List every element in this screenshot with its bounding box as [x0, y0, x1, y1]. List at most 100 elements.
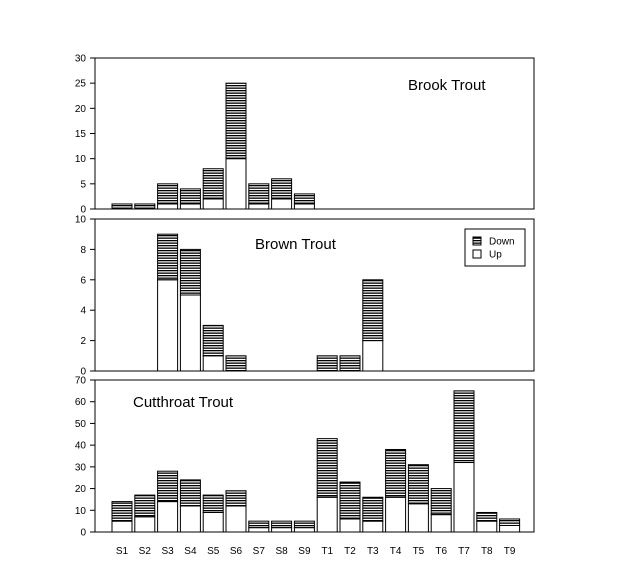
x-tick-label: T7: [458, 546, 470, 557]
bar-up-s6: [225, 158, 247, 210]
bar-up-t2: [339, 518, 361, 533]
y-tick-label: 10: [75, 506, 87, 517]
y-tick-label: 0: [80, 367, 86, 378]
bar-up-s4: [179, 203, 201, 210]
bar-down-t2: [339, 355, 361, 372]
legend-frame: [464, 228, 526, 267]
bar-down-s5: [202, 324, 224, 357]
bar-up-s2: [134, 516, 156, 533]
bar-down-t4: [385, 448, 407, 498]
bar-down-s7: [248, 183, 270, 205]
bar-down-s2: [134, 203, 156, 210]
bar-down-t1: [316, 438, 338, 498]
bar-up-t1: [316, 496, 338, 533]
bar-up-s4: [179, 505, 201, 533]
panel-3: 0 10 20 30 40 50 60 70 Cutthroat Trout S1 S2 S3 S4 S5…: [75, 376, 535, 557]
x-tick-label: T4: [390, 546, 402, 557]
x-tick-label: T6: [435, 546, 447, 557]
bar-up-t6: [430, 514, 452, 533]
bar-up-s6: [225, 505, 247, 533]
bar-up-s4: [179, 294, 201, 372]
bar-up-s8: [271, 527, 293, 533]
y-tick-label: 20: [75, 104, 87, 115]
bar-up-s5: [202, 198, 224, 210]
bar-down-s1: [111, 203, 133, 210]
bar-up-s9: [293, 203, 315, 210]
x-tick-label: S3: [161, 546, 174, 557]
y-tick-label: 10: [75, 154, 87, 165]
bar-down-s9: [293, 520, 315, 529]
bar-down-t8: [476, 511, 498, 522]
bar-up-s5: [202, 511, 224, 533]
y-tick-label: 60: [75, 397, 87, 408]
bar-up-s7: [248, 203, 270, 210]
y-tick-label: 15: [75, 129, 87, 140]
bar-up-s3: [157, 501, 179, 533]
bar-down-s4: [179, 479, 201, 507]
bar-down-t3: [362, 496, 384, 522]
y-tick-label: 4: [80, 306, 86, 317]
panel-frame: [94, 218, 535, 372]
bar-up-s3: [157, 279, 179, 372]
bar-down-s7: [248, 520, 270, 529]
bar-down-s6: [225, 82, 247, 160]
x-tick-label: T5: [413, 546, 425, 557]
bar-down-s1: [111, 501, 133, 522]
panel-title: Brown Trout: [255, 236, 337, 253]
bar-down-s4: [179, 248, 201, 296]
y-tick-label: 10: [75, 215, 87, 226]
y-tick-label: 30: [75, 462, 87, 473]
bar-down-t2: [339, 481, 361, 520]
bar-up-s8: [271, 198, 293, 210]
bar-down-t7: [453, 390, 475, 464]
x-tick-label: S4: [184, 546, 197, 557]
x-tick-label: S6: [230, 546, 243, 557]
bar-up-s1: [111, 520, 133, 533]
y-tick-label: 0: [80, 528, 86, 539]
bar-down-t1: [316, 355, 338, 372]
bar-up-t3: [362, 340, 384, 372]
legend-swatch-up: [472, 249, 482, 259]
bar-down-s5: [202, 168, 224, 200]
x-tick-label: T3: [367, 546, 379, 557]
bar-down-s6: [225, 355, 247, 372]
y-tick-label: 30: [75, 54, 87, 65]
panel-title: Cutthroat Trout: [133, 394, 234, 411]
y-tick-label: 6: [80, 275, 86, 286]
panel-2: 0 2 4 6 8 10 Brown Trout Down Up: [75, 215, 535, 378]
x-tick-label: S7: [253, 546, 266, 557]
x-tick-label: S2: [139, 546, 152, 557]
bar-down-s2: [134, 494, 156, 518]
y-tick-label: 25: [75, 79, 87, 90]
y-tick-label: 5: [80, 179, 86, 190]
x-tick-label: S8: [275, 546, 288, 557]
panel-1: 0 5 10 15 20 25 30 Brook Trout: [75, 54, 535, 216]
bar-down-s3: [157, 183, 179, 205]
y-tick-label: 40: [75, 441, 87, 452]
x-tick-label: S5: [207, 546, 220, 557]
bar-down-s9: [293, 193, 315, 205]
x-tick-label: T9: [504, 546, 516, 557]
bar-down-s6: [225, 490, 247, 507]
y-tick-label: 0: [80, 205, 86, 216]
bar-up-t8: [476, 520, 498, 533]
bar-up-t5: [407, 503, 429, 533]
bar-up-s7: [248, 527, 270, 533]
y-tick-label: 70: [75, 376, 87, 387]
bar-up-t4: [385, 496, 407, 533]
bar-up-t7: [453, 462, 475, 533]
bar-up-t3: [362, 520, 384, 533]
x-tick-label: T2: [344, 546, 356, 557]
bar-down-t9: [499, 518, 521, 526]
legend: Down Up: [464, 228, 526, 267]
y-tick-label: 50: [75, 419, 87, 430]
bar-up-s5: [202, 355, 224, 372]
y-tick-label: 2: [80, 336, 86, 347]
x-tick-label: T8: [481, 546, 493, 557]
bar-down-s5: [202, 494, 224, 513]
bar-down-s8: [271, 178, 293, 200]
bar-down-s3: [157, 470, 179, 503]
bar-down-s4: [179, 188, 201, 205]
bar-down-t5: [407, 464, 429, 505]
